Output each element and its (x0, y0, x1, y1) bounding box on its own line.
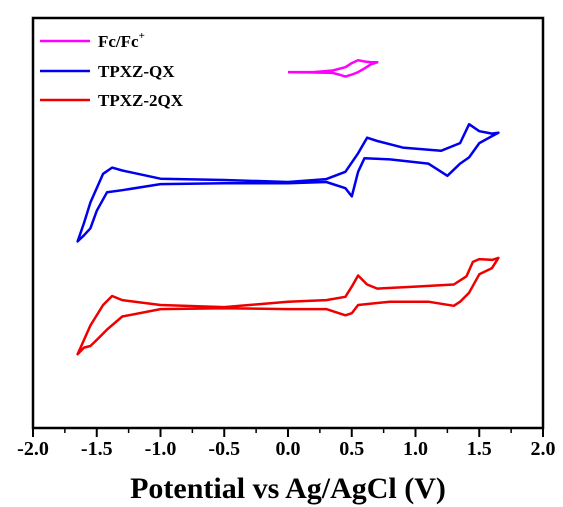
x-tick-label: -1.0 (145, 438, 177, 460)
legend-label-fc: Fc/Fc+ (98, 30, 145, 51)
x-tick-label: 1.5 (467, 438, 492, 460)
legend-label-tpxz-qx: TPXZ-QX (98, 62, 175, 81)
x-axis-ticks: -2.0 -1.5 -1.0 -0.5 0.0 0.5 1.0 1.5 2.0 (17, 428, 556, 460)
x-tick-label: -2.0 (17, 438, 49, 460)
x-tick-label: -1.5 (81, 438, 113, 460)
series-line-tpxz-2qx (76, 256, 500, 356)
x-tick-label: 0.5 (339, 438, 364, 460)
x-tick-label: 2.0 (531, 438, 556, 460)
series-layer (76, 58, 500, 356)
legend-label-tpxz-2qx: TPXZ-2QX (98, 91, 184, 110)
x-tick-label: 0.0 (276, 438, 301, 460)
x-tick-label: -0.5 (208, 438, 240, 460)
series-line-fc-fc- (287, 58, 379, 78)
x-axis-title: Potential vs Ag/AgCl (V) (130, 472, 446, 505)
legend: Fc/Fc+ TPXZ-QX TPXZ-2QX (40, 30, 184, 110)
series-line-tpxz-qx (76, 122, 500, 243)
x-tick-label: 1.0 (403, 438, 428, 460)
